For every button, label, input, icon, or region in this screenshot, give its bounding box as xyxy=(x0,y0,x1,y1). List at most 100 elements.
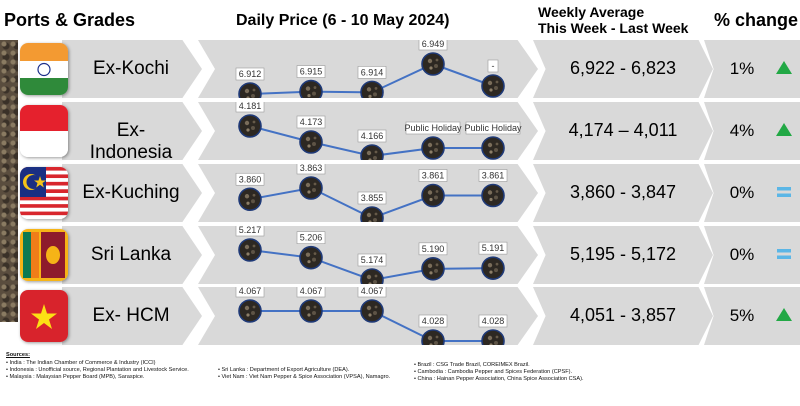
port-name: Ex-Kuching xyxy=(82,182,180,203)
data-label-text: 3.855 xyxy=(361,193,384,203)
data-label: 3.860 xyxy=(235,172,265,186)
sources-column-3: • Brazil : CSG Trade Brazil, COREIMEX Br… xyxy=(414,362,584,383)
header-percent-change: % change xyxy=(714,10,799,30)
data-point xyxy=(238,82,262,98)
data-label: Public Holiday xyxy=(464,121,522,135)
name-cell-background xyxy=(62,287,202,345)
data-point xyxy=(299,176,323,200)
header-weekly-average: Weekly Average This Week - Last Week xyxy=(538,4,688,44)
percent-change-value: 1% xyxy=(729,59,755,78)
data-label: - xyxy=(487,59,499,73)
equal-sign-icon xyxy=(775,245,793,263)
data-label-text: 4.067 xyxy=(239,287,262,296)
data-label: 6.949 xyxy=(418,40,448,51)
data-label: 6.914 xyxy=(357,66,387,79)
port-name: Ex- HCM xyxy=(92,305,170,326)
vietnam-flag-shape xyxy=(20,290,68,342)
avg-cell-background xyxy=(533,40,713,98)
data-label: Public Holiday xyxy=(404,121,462,135)
table-row: Ex- HCM 4.067 4.067 4.067 4.028 4.028 4,051 - … xyxy=(0,287,800,345)
sources-column-2: • Sri Lanka : Department of Export Agric… xyxy=(218,367,390,381)
data-point xyxy=(238,114,262,138)
data-label-text: 3.861 xyxy=(482,171,505,181)
data-label-text: 6.949 xyxy=(422,40,445,49)
data-point xyxy=(238,187,262,212)
sri-lanka-flag xyxy=(20,229,68,281)
data-label-text: 6.912 xyxy=(239,69,262,79)
data-point xyxy=(299,130,323,154)
daily-price-line-chart: 3.860 3.863 3.855 3.861 3.861 xyxy=(235,164,508,222)
sources-column-1: • India : The Indian Chamber of Commerce… xyxy=(6,360,189,381)
avg-cell-background xyxy=(533,287,713,345)
table-row: Ex-Indonesia 4.181 4.173 4.166 Public Holida… xyxy=(0,102,800,163)
indonesia-flag xyxy=(20,105,68,157)
sources-section: Sources: • India : The Indian Chamber of… xyxy=(6,352,584,382)
name-cell-background xyxy=(62,226,202,284)
data-point xyxy=(481,183,505,208)
data-point xyxy=(360,299,384,323)
data-label-text: 4.028 xyxy=(482,316,505,326)
data-label-text: 6.915 xyxy=(300,67,323,77)
data-label: 4.028 xyxy=(418,314,448,328)
avg-cell-background xyxy=(533,164,713,222)
data-label-text: 3.860 xyxy=(239,174,262,184)
source-item: • Cambodia : Cambodia Pepper and Spices … xyxy=(414,369,573,375)
data-point xyxy=(421,257,445,281)
data-label-text: 5.174 xyxy=(361,255,384,265)
malaysia-flag-shape xyxy=(20,167,68,219)
data-label-text: 5.206 xyxy=(300,233,323,243)
sources-title: Sources: xyxy=(6,352,30,358)
data-point xyxy=(421,329,445,345)
india-flag xyxy=(20,43,68,95)
triangle-up-icon xyxy=(775,59,793,77)
data-label: 6.915 xyxy=(296,65,326,78)
data-label-text: 3.861 xyxy=(422,171,445,181)
data-label: 5.190 xyxy=(418,242,448,256)
data-label-text: Public Holiday xyxy=(404,123,462,133)
data-label-text: 3.863 xyxy=(300,164,323,173)
data-point xyxy=(481,136,505,160)
data-point xyxy=(421,136,445,160)
data-label: 5.206 xyxy=(296,231,326,244)
weekly-average-value: 5,195 - 5,172 xyxy=(569,244,677,264)
avg-cell-background xyxy=(533,226,713,284)
indonesia-flag-shape xyxy=(20,105,68,157)
weekly-average-value: 3,860 - 3,847 xyxy=(569,182,677,202)
data-label: 4.173 xyxy=(296,115,326,129)
daily-price-line-chart: 5.217 5.206 5.174 5.190 5.191 xyxy=(235,226,508,284)
chg-cell-background xyxy=(704,164,800,222)
port-name: Ex-Indonesia xyxy=(89,120,173,163)
data-label-text: 5.217 xyxy=(239,226,262,235)
data-label: 5.191 xyxy=(478,241,508,255)
malaysia-flag xyxy=(20,167,68,219)
equal-sign-icon xyxy=(775,183,793,201)
weekly-average-value: 6,922 - 6,823 xyxy=(569,58,677,78)
table-row: Ex-Kuching 3.860 3.863 3.855 3.861 3.861 3,860… xyxy=(0,164,800,222)
daily-price-line-chart: 6.912 6.915 6.914 6.949 - xyxy=(235,40,505,98)
source-item: • Sri Lanka : Department of Export Agric… xyxy=(218,367,350,373)
data-label: 4.028 xyxy=(478,314,508,328)
daily-price-line-chart: 4.067 4.067 4.067 4.028 4.028 xyxy=(235,287,508,345)
data-point xyxy=(360,206,384,222)
triangle-up-icon xyxy=(775,306,793,324)
data-label-text: 4.181 xyxy=(239,102,262,111)
data-point xyxy=(481,329,505,345)
data-point xyxy=(360,268,384,284)
data-label: 3.855 xyxy=(357,191,387,205)
data-label: 4.067 xyxy=(235,287,265,298)
weekly-average-value: 4,051 - 3,857 xyxy=(569,305,677,325)
vietnam-flag xyxy=(20,290,68,342)
data-label-text: Public Holiday xyxy=(464,123,522,133)
data-label: 5.217 xyxy=(235,226,265,237)
data-label: 4.166 xyxy=(357,129,387,143)
data-label-text: 4.067 xyxy=(300,287,323,296)
header-weekly-line2: This Week - Last Week xyxy=(538,20,689,36)
data-label-text: 4.166 xyxy=(361,131,384,141)
data-label: 4.067 xyxy=(296,287,326,298)
weekly-average-value: 4,174 – 4,011 xyxy=(568,120,678,140)
header-ports-grades: Ports & Grades xyxy=(4,10,136,30)
percent-change-value: 5% xyxy=(729,306,755,325)
data-point xyxy=(481,74,505,98)
source-item: • Brazil : CSG Trade Brazil, COREIMEX Br… xyxy=(414,362,530,368)
data-label-text: 4.028 xyxy=(422,316,445,326)
